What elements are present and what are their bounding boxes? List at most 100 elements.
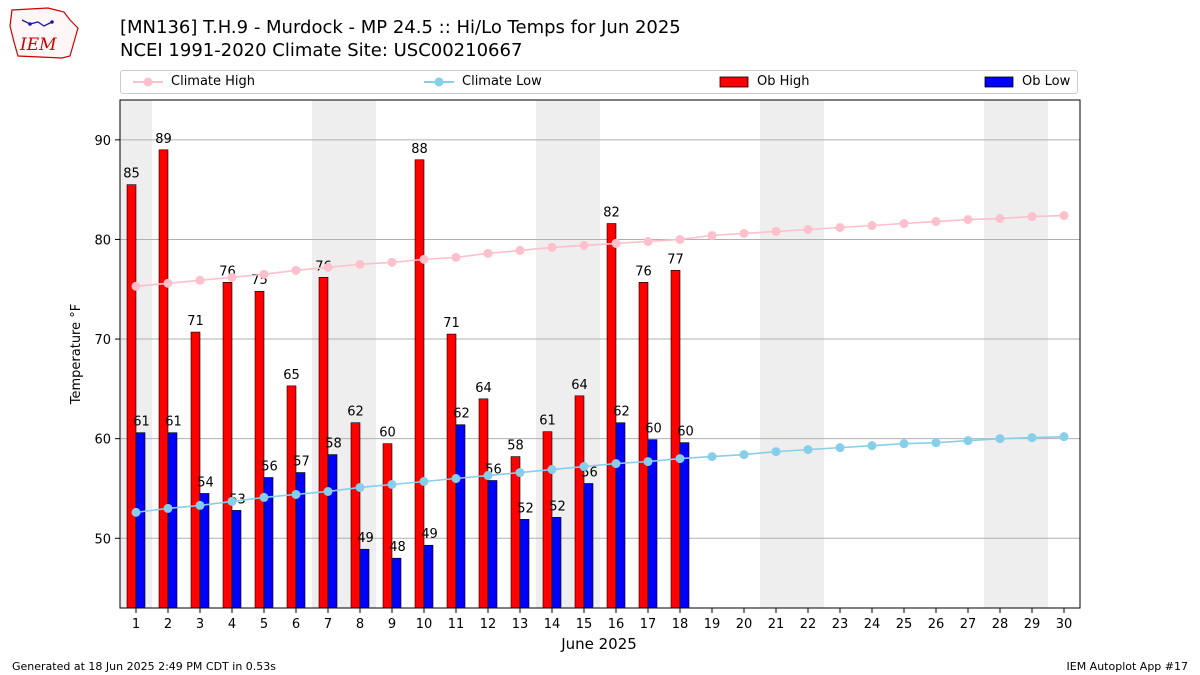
weekend-band [1016, 100, 1048, 608]
x-tick-label: 3 [196, 617, 204, 632]
ob-high-label: 58 [507, 439, 524, 454]
ob-low-label: 48 [389, 540, 406, 555]
x-tick-label: 6 [292, 617, 300, 632]
ob-high-bar [222, 281, 233, 609]
y-tick-label: 60 [94, 433, 111, 448]
climate-high-point [899, 219, 909, 229]
x-tick-label: 12 [480, 617, 497, 632]
climate-low-point [259, 492, 269, 502]
x-tick-label: 15 [576, 617, 593, 632]
ob-low-label: 49 [357, 531, 374, 546]
ob-high-label: 62 [347, 405, 364, 420]
x-tick-label: 17 [640, 617, 657, 632]
climate-low-point [515, 468, 525, 478]
ob-low-bar [327, 454, 338, 609]
climate-high-point [771, 226, 781, 236]
ob-low-bar [135, 432, 146, 609]
climate-high-point [483, 248, 493, 258]
ob-high-bar [574, 395, 585, 609]
ob-high-bar [638, 281, 649, 609]
climate-low-point [1059, 432, 1069, 442]
ob-high-bar [382, 443, 393, 609]
ob-low-bar [519, 519, 530, 609]
x-tick-label: 23 [832, 617, 849, 632]
legend-ob-low: Ob Low [984, 74, 1070, 89]
legend-ob-high: Ob High [719, 74, 810, 89]
x-tick-label: 2 [164, 617, 172, 632]
iem-logo: IEM [9, 7, 79, 59]
x-tick-label: 19 [704, 617, 721, 632]
ob-high-label: 85 [123, 167, 140, 182]
climate-low-point [643, 457, 653, 467]
climate-high-point [323, 262, 333, 272]
x-tick-label: 18 [672, 617, 689, 632]
climate-high-point [291, 265, 301, 275]
climate-high-line [135, 214, 1065, 288]
climate-high-point [387, 257, 397, 267]
ob-low-label: 62 [453, 407, 470, 422]
climate-low-point [611, 459, 621, 469]
ob-low-label: 58 [325, 437, 342, 452]
x-tick-label: 4 [228, 617, 236, 632]
ob-low-bar [455, 424, 466, 609]
ob-low-bar [423, 544, 434, 609]
climate-high-point [227, 272, 237, 282]
climate-low-point [771, 447, 781, 457]
climate-low-point [483, 471, 493, 481]
y-axis-label: Temperature °F [69, 304, 84, 405]
chart-title: [MN136] T.H.9 - Murdock - MP 24.5 :: Hi/… [120, 17, 681, 38]
climate-low-point [835, 443, 845, 453]
x-tick-label: 16 [608, 617, 625, 632]
climate-high-point [163, 278, 173, 288]
ob-high-label: 88 [411, 142, 428, 157]
ob-low-label: 62 [613, 405, 630, 420]
x-tick-label: 7 [324, 617, 332, 632]
climate-low-point [579, 462, 589, 472]
y-tick-label: 80 [94, 233, 111, 248]
x-tick-label: 9 [388, 617, 396, 632]
weekend-band [984, 100, 1016, 608]
ob-high-bar [350, 422, 361, 609]
ob-low-bar [487, 480, 498, 609]
climate-high-point [643, 236, 653, 246]
ob-high-bar [158, 149, 169, 609]
climate-high-point [995, 214, 1005, 224]
climate-low-point [867, 441, 877, 451]
x-tick-label: 22 [800, 617, 817, 632]
ob-high-label: 71 [187, 314, 204, 329]
x-tick-label: 25 [896, 617, 913, 632]
y-tick-label: 70 [94, 333, 111, 348]
ob-low-bar [391, 557, 402, 609]
climate-high-point [259, 269, 269, 279]
climate-high-point [355, 259, 365, 269]
climate-high-point [963, 215, 973, 225]
ob-low-bar [551, 517, 562, 609]
climate-high-point [675, 234, 685, 244]
x-tick-label: 10 [416, 617, 433, 632]
climate-high-point [195, 275, 205, 285]
climate-low-line [135, 435, 1065, 514]
ob-low-label: 49 [421, 527, 438, 542]
ob-low-label: 52 [549, 499, 566, 514]
x-tick-label: 1 [132, 617, 140, 632]
ob-low-bar [167, 432, 178, 609]
climate-low-point [195, 500, 205, 510]
climate-high-point [739, 228, 749, 238]
footer-generated: Generated at 18 Jun 2025 2:49 PM CDT in … [12, 660, 277, 673]
ob-low-bar [679, 442, 690, 609]
climate-low-point [291, 489, 301, 499]
ob-high-label: 60 [379, 426, 396, 441]
ob-high-label: 77 [667, 252, 684, 267]
ob-low-label: 60 [677, 425, 694, 440]
climate-high-point [707, 230, 717, 240]
ob-high-label: 89 [155, 132, 172, 147]
ob-high-bar [542, 431, 553, 609]
legend-climate-low: Climate Low [424, 74, 542, 89]
x-tick-label: 20 [736, 617, 753, 632]
climate-high-point [1027, 212, 1037, 222]
y-tick-label: 90 [94, 134, 111, 149]
climate-low-point [451, 474, 461, 484]
climate-low-point [547, 465, 557, 475]
x-tick-label: 13 [512, 617, 529, 632]
